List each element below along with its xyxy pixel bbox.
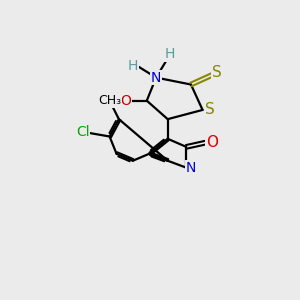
Text: H: H	[165, 47, 175, 61]
Text: O: O	[206, 135, 218, 150]
Text: O: O	[120, 94, 131, 108]
Text: N: N	[151, 70, 161, 85]
Text: H: H	[128, 59, 138, 73]
Text: CH₃: CH₃	[98, 94, 121, 107]
Text: N: N	[186, 161, 196, 175]
Text: S: S	[212, 65, 221, 80]
Text: Cl: Cl	[76, 125, 90, 139]
Text: H: H	[107, 94, 117, 108]
Text: S: S	[205, 102, 214, 117]
